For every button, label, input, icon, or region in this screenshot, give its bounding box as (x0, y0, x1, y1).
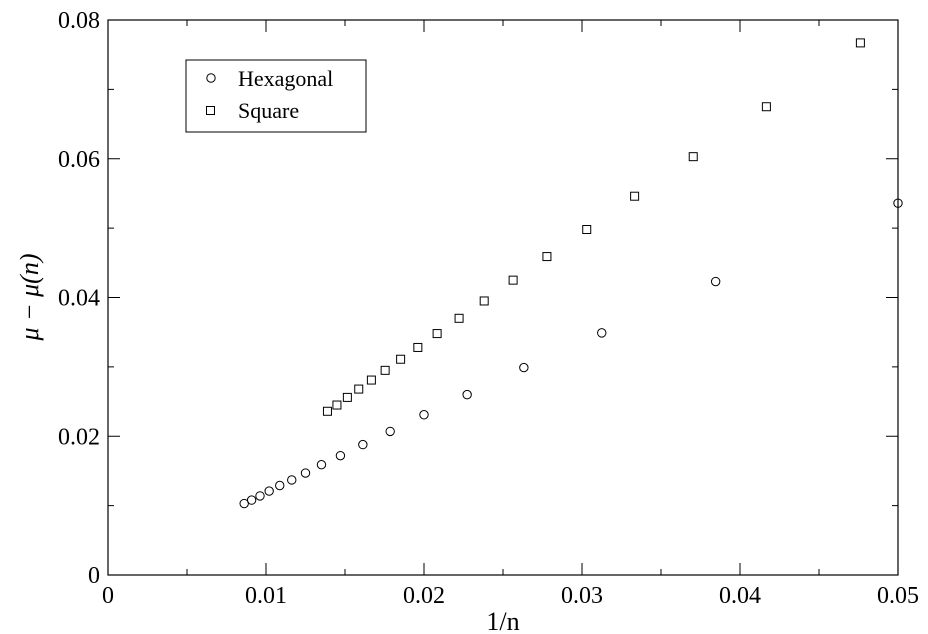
point-hexagonal (300, 468, 311, 478)
point-hexagonal (255, 491, 265, 501)
point-square (332, 400, 342, 410)
x-tick-label: 0.02 (403, 583, 445, 609)
x-axis-title: 1/n (486, 607, 519, 634)
point-square (380, 365, 390, 375)
x-tick-label: 0.01 (245, 583, 287, 609)
point-square (454, 313, 464, 323)
point-hexagonal (519, 362, 529, 373)
axis-tick-labels: 0 0.01 0.02 0.03 0.04 0.05 0 0.02 0.04 0.06 0.08 (58, 8, 919, 609)
axis-ticks (107, 19, 899, 576)
x-tick-label: 0.03 (561, 583, 603, 609)
point-square (322, 406, 332, 416)
point-square (354, 384, 364, 394)
point-hexagonal (239, 498, 249, 509)
x-tick-label: 0.04 (719, 583, 761, 609)
point-hexagonal (275, 480, 285, 491)
point-square (761, 102, 771, 112)
point-hexagonal (264, 486, 274, 496)
point-square (396, 354, 406, 364)
point-square (508, 275, 518, 285)
point-hexagonal (358, 439, 368, 450)
point-hexagonal (385, 426, 395, 437)
point-square (688, 152, 698, 162)
x-tick-label: 0.05 (877, 583, 919, 609)
y-tick-label: 0 (88, 563, 100, 589)
point-square (855, 38, 865, 48)
point-hexagonal (462, 389, 472, 400)
point-square (582, 225, 592, 235)
point-hexagonal (419, 410, 429, 420)
legend-box (185, 59, 367, 133)
y-tick-label: 0.04 (58, 286, 100, 312)
point-square (413, 342, 423, 352)
y-tick-label: 0.02 (58, 424, 100, 450)
legend: Hexagonal Square (185, 59, 367, 133)
point-hexagonal (287, 475, 297, 485)
point-square (432, 329, 442, 339)
legend-marker-hexagonal (206, 73, 216, 83)
point-square (479, 296, 489, 306)
y-axis-title: μ − μ(n) (15, 254, 44, 342)
point-square (366, 375, 376, 385)
point-square (542, 252, 552, 262)
point-hexagonal (335, 450, 346, 461)
point-hexagonal (246, 495, 257, 505)
data-points (239, 38, 903, 509)
y-tick-label: 0.06 (58, 147, 100, 173)
legend-marker-square (206, 106, 215, 115)
point-square (630, 191, 640, 201)
point-square (342, 392, 352, 402)
point-hexagonal (597, 328, 607, 338)
legend-label-hexagonal: Hexagonal (238, 66, 333, 91)
x-tick-label: 0 (102, 583, 114, 609)
legend-label-square: Square (238, 98, 299, 123)
point-hexagonal (710, 276, 721, 287)
y-tick-label: 0.08 (58, 8, 100, 34)
point-hexagonal (893, 198, 903, 208)
point-hexagonal (316, 459, 327, 470)
